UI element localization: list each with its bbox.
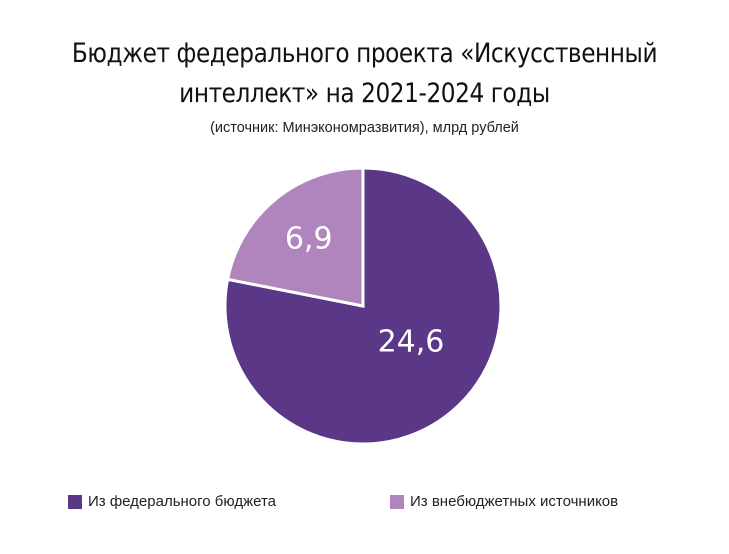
legend-item-extrabudgetary: Из внебюджетных источников: [390, 493, 618, 510]
chart-title-line-1: Бюджет федерального проекта «Искусственн…: [71, 38, 658, 69]
pie-labels: 24,6 6,9: [285, 221, 445, 359]
pie-label-federal: 24,6: [378, 325, 445, 360]
pie-slice-extrabudgetary: [225, 166, 365, 308]
pie-label-extrabudgetary: 6,9: [285, 221, 333, 256]
chart-title: Бюджет федерального проекта «Искусственн…: [51, 34, 678, 114]
pie-slices: [223, 166, 503, 446]
legend-label-federal: Из федерального бюджета: [88, 493, 276, 510]
chart-legend: Из федерального бюджета Из внебюджетных …: [0, 493, 729, 515]
pie-slice-federal: [223, 166, 503, 446]
chart-title-line-2: интеллект» на 2021-2024 годы: [179, 78, 550, 109]
legend-swatch-federal: [68, 494, 82, 509]
chart-subtitle: (источник: Минэкономразвития), млрд рубл…: [210, 120, 519, 136]
legend-label-extrabudgetary: Из внебюджетных источников: [410, 493, 619, 510]
legend-item-federal: Из федерального бюджета: [68, 493, 276, 510]
legend-swatch-extrabudgetary: [390, 494, 404, 509]
